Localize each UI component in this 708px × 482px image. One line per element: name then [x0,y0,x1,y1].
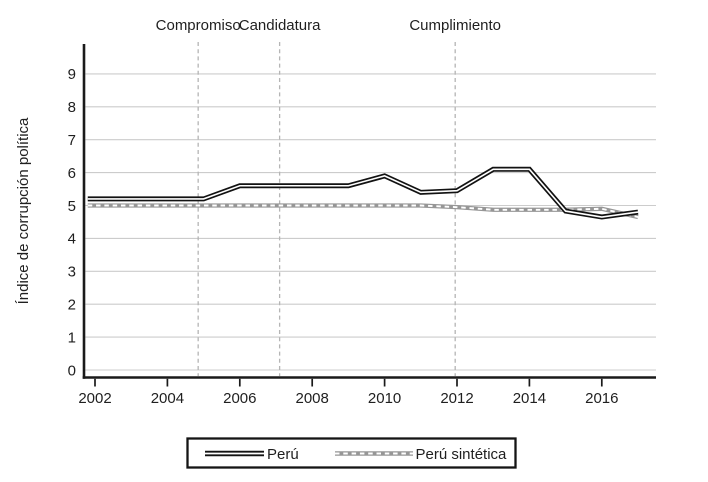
y-tick-label-2: 2 [68,297,76,314]
x-tick-label-2010: 2010 [368,390,401,407]
series-peru-sintetica-line [87,203,639,220]
y-tick-label-5: 5 [68,198,76,215]
x-tick-label-2012: 2012 [440,390,473,407]
y-tick-label-7: 7 [68,132,76,149]
x-tick-label-2004: 2004 [151,390,184,407]
y-axis-title: Índice de corrupción política [15,117,32,304]
y-tick-label-0: 0 [68,362,76,379]
x-tick-label-2008: 2008 [296,390,329,407]
x-tick-label-2016: 2016 [585,390,618,407]
legend-label-peru-sintetica: Perú sintética [416,446,508,463]
x-tick-label-2014: 2014 [513,390,546,407]
y-tick-label-8: 8 [68,99,76,116]
x-tick-label-2006: 2006 [223,390,256,407]
y-tick-label-6: 6 [68,165,76,182]
event-label-cumplimiento: Cumplimiento [409,17,501,34]
y-tick-label-3: 3 [68,264,76,281]
y-tick-label-4: 4 [68,231,76,248]
x-tick-label-2002: 2002 [78,390,111,407]
legend-label-peru: Perú [267,446,299,463]
y-tick-label-1: 1 [68,329,76,346]
event-label-candidatura: Candidatura [239,17,321,34]
event-label-compromiso: Compromiso [156,17,241,34]
y-tick-label-9: 9 [68,66,76,83]
series-peru-line-core [87,168,639,218]
series-peru-sintetica-line-core [87,204,639,218]
